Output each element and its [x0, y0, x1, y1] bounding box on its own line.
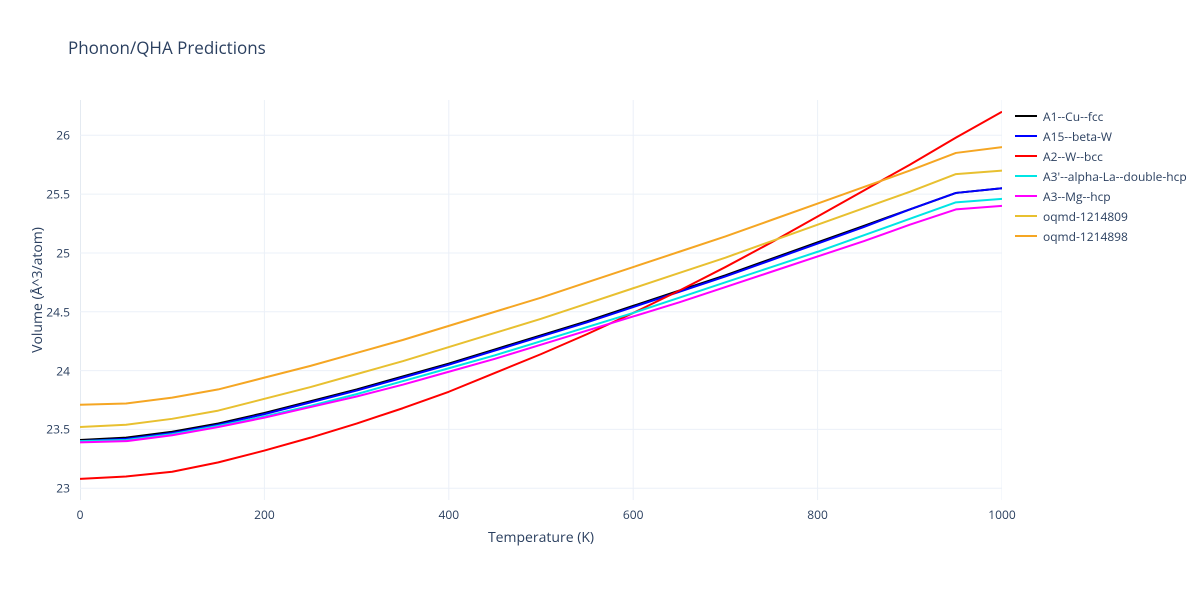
chart-container: Phonon/QHA Predictions Temperature (K) V…	[0, 0, 1200, 600]
legend-swatch	[1015, 135, 1037, 137]
x-tick: 200	[254, 506, 275, 523]
legend-item[interactable]: A2--W--bcc	[1015, 146, 1187, 166]
y-tick: 24	[40, 362, 70, 379]
legend-label: oqmd-1214809	[1043, 208, 1128, 225]
legend-item[interactable]: A3'--alpha-La--double-hcp	[1015, 166, 1187, 186]
series-line[interactable]	[80, 147, 1002, 405]
legend-label: A15--beta-W	[1043, 128, 1112, 145]
legend-label: oqmd-1214898	[1043, 228, 1128, 245]
legend-swatch	[1015, 195, 1037, 197]
legend-item[interactable]: A15--beta-W	[1015, 126, 1187, 146]
y-tick: 24.5	[40, 303, 70, 320]
y-tick: 26	[40, 127, 70, 144]
y-axis-label: Volume (Å^3/atom)	[28, 210, 47, 370]
y-tick: 23	[40, 480, 70, 497]
y-tick: 25.5	[40, 186, 70, 203]
legend: A1--Cu--fcc A15--beta-W A2--W--bcc A3'--alp…	[1015, 106, 1187, 246]
legend-label: A2--W--bcc	[1043, 148, 1103, 165]
legend-item[interactable]: A3--Mg--hcp	[1015, 186, 1187, 206]
series-line[interactable]	[80, 188, 1002, 441]
legend-item[interactable]: A1--Cu--fcc	[1015, 106, 1187, 126]
legend-swatch	[1015, 215, 1037, 217]
series-line[interactable]	[80, 206, 1002, 442]
legend-label: A1--Cu--fcc	[1043, 108, 1103, 125]
legend-label: A3'--alpha-La--double-hcp	[1043, 168, 1187, 185]
series-line[interactable]	[80, 199, 1002, 441]
legend-label: A3--Mg--hcp	[1043, 188, 1111, 205]
legend-item[interactable]: oqmd-1214809	[1015, 206, 1187, 226]
legend-swatch	[1015, 115, 1037, 117]
x-axis-label: Temperature (K)	[481, 528, 601, 547]
chart-title: Phonon/QHA Predictions	[68, 36, 266, 59]
x-tick: 0	[77, 506, 84, 523]
y-tick: 25	[40, 244, 70, 261]
plot-area	[80, 100, 1002, 500]
legend-swatch	[1015, 235, 1037, 237]
legend-item[interactable]: oqmd-1214898	[1015, 226, 1187, 246]
x-tick: 800	[807, 506, 828, 523]
x-tick: 1000	[988, 506, 1015, 523]
x-tick: 600	[623, 506, 644, 523]
legend-swatch	[1015, 175, 1037, 177]
plot-svg	[80, 100, 1002, 500]
x-tick: 400	[439, 506, 460, 523]
y-tick: 23.5	[40, 421, 70, 438]
legend-swatch	[1015, 155, 1037, 157]
